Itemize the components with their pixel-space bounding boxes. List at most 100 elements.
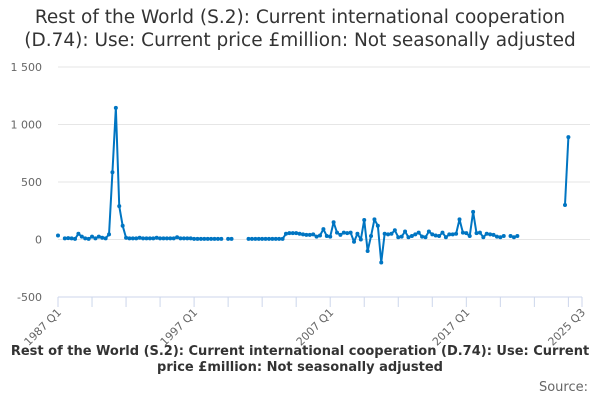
y-tick-label: -500 (17, 291, 42, 304)
data-point (338, 232, 343, 237)
data-point (454, 231, 459, 236)
data-point (283, 231, 288, 236)
source-label: Source: (538, 380, 588, 395)
data-point (110, 170, 115, 175)
data-point (266, 236, 271, 241)
data-point (256, 236, 261, 241)
data-point (389, 231, 394, 236)
data-point (195, 236, 200, 241)
data-point (202, 236, 207, 241)
data-point (440, 230, 445, 235)
data-point (416, 230, 421, 235)
data-point (515, 234, 520, 239)
y-tick-label: 500 (21, 176, 42, 189)
data-point (290, 231, 295, 236)
data-point (375, 223, 380, 228)
data-point (164, 236, 169, 241)
data-point (423, 235, 428, 240)
data-point (314, 234, 319, 239)
data-point (161, 236, 166, 241)
data-point (73, 236, 78, 241)
data-point (341, 230, 346, 235)
data-point (318, 233, 322, 238)
x-tick-label: 2007 Q1 (294, 306, 337, 349)
data-point (294, 231, 299, 236)
data-point (56, 233, 60, 238)
data-point (382, 231, 387, 236)
data-point (328, 234, 333, 239)
data-point (69, 236, 74, 241)
data-point (348, 230, 353, 235)
data-point (229, 236, 234, 241)
data-point (100, 235, 105, 240)
data-point (76, 231, 81, 236)
data-point (300, 232, 305, 237)
data-point (93, 236, 98, 241)
data-point (120, 223, 125, 228)
data-point (406, 235, 411, 240)
data-point (260, 236, 265, 241)
data-point (501, 234, 506, 239)
data-point (117, 204, 122, 209)
series-line (563, 137, 570, 206)
x-tick-label: 1987 Q1 (22, 306, 65, 349)
data-point (66, 236, 71, 241)
data-point (566, 135, 571, 140)
data-point (403, 229, 408, 234)
data-point (134, 236, 139, 241)
data-point (209, 236, 214, 241)
data-point (324, 234, 329, 239)
data-point (457, 217, 462, 222)
data-point (426, 229, 431, 234)
data-point (358, 237, 363, 242)
data-point (443, 235, 448, 240)
data-point (362, 217, 367, 222)
data-point (192, 236, 197, 241)
data-point (113, 105, 118, 110)
data-point (433, 233, 438, 238)
data-point (158, 236, 163, 241)
data-point (352, 239, 357, 244)
data-point (460, 230, 465, 235)
data-point (137, 235, 142, 240)
x-tick-label: 1997 Q1 (158, 306, 201, 349)
data-point (498, 235, 503, 240)
data-point (226, 236, 231, 241)
data-point (379, 260, 384, 265)
data-point (141, 236, 146, 241)
data-point (188, 236, 193, 241)
data-point (185, 236, 190, 241)
data-point (508, 234, 513, 239)
data-point (409, 234, 414, 239)
data-point (562, 203, 567, 207)
data-point (335, 230, 340, 235)
data-point (467, 234, 472, 239)
data-point (253, 236, 258, 241)
data-point (144, 236, 149, 241)
data-point (107, 232, 112, 237)
y-tick-label: 1 000 (11, 119, 43, 132)
y-tick-label: 1 500 (11, 61, 43, 74)
data-point (494, 234, 499, 239)
data-point (130, 236, 135, 241)
data-point (277, 236, 282, 241)
data-point (249, 236, 254, 241)
data-point (79, 234, 84, 239)
data-point (263, 236, 268, 241)
data-point (270, 236, 275, 241)
data-point (430, 232, 435, 237)
data-point (321, 227, 326, 232)
data-point (127, 236, 132, 241)
data-point (488, 232, 493, 237)
y-tick-label: 0 (35, 234, 42, 247)
data-point (481, 235, 486, 240)
data-point (399, 234, 404, 239)
data-point (484, 231, 489, 236)
data-point (86, 236, 91, 241)
data-point (355, 231, 360, 236)
data-point (280, 236, 285, 241)
data-point (311, 232, 316, 237)
x-tick-label: 2025 Q3 (546, 306, 589, 349)
chart-title: Rest of the World (S.2): Current interna… (24, 7, 576, 51)
